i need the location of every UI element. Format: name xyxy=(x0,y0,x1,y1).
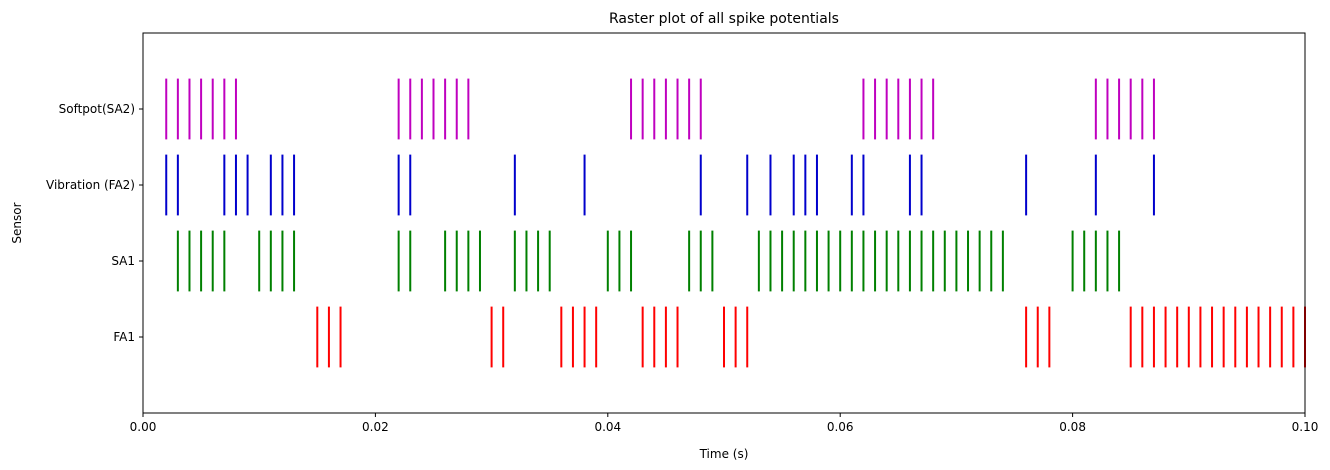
series-0 xyxy=(316,306,1306,368)
x-tick-label: 0.08 xyxy=(1059,420,1086,434)
x-tick-label: 0.10 xyxy=(1292,420,1319,434)
y-tick-label: SA1 xyxy=(111,254,135,268)
y-tick-label: Softpot(SA2) xyxy=(59,102,135,116)
x-tick-label: 0.04 xyxy=(594,420,621,434)
x-axis-title: Time (s) xyxy=(699,447,749,461)
x-tick-label: 0.02 xyxy=(362,420,389,434)
plot-area xyxy=(165,78,1306,368)
y-axis: FA1 SA1 Vibration (FA2) Softpot(SA2) xyxy=(46,102,143,344)
series-2 xyxy=(165,154,1155,216)
chart-title: Raster plot of all spike potentials xyxy=(609,11,839,27)
x-axis: 0.00 0.02 0.04 0.06 0.08 0.10 xyxy=(130,413,1319,434)
x-tick-label: 0.00 xyxy=(130,420,157,434)
x-tick-label: 0.06 xyxy=(827,420,854,434)
y-tick-label: Vibration (FA2) xyxy=(46,178,135,192)
y-tick-label: FA1 xyxy=(113,330,135,344)
plot-frame xyxy=(142,32,1306,414)
y-axis-title: Sensor xyxy=(10,202,24,243)
series-1 xyxy=(176,230,1121,292)
series-3 xyxy=(165,78,1155,140)
